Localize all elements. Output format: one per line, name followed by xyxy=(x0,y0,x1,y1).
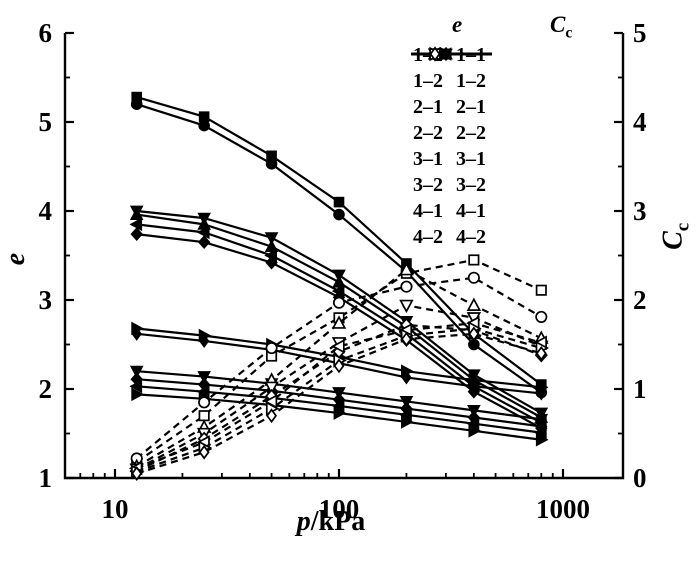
legend-cc-label-2-1: 2–1 xyxy=(456,96,486,118)
y-right-tick-2: 2 xyxy=(633,285,647,315)
axis-ticks xyxy=(65,31,623,480)
x-tick-10: 10 xyxy=(101,494,129,524)
legend-row-1-2: 1–2 1–2 xyxy=(410,47,492,94)
cc-curve-1-2 xyxy=(130,271,548,465)
x-tick-100: 100 xyxy=(318,494,360,524)
legend-row-2-1: 2–1 2–1 xyxy=(410,46,492,120)
y-right-tick-0: 0 xyxy=(633,463,647,493)
legend-e-label-3-1: 3–1 xyxy=(413,148,443,170)
y-left-tick-2: 2 xyxy=(38,374,53,404)
y-right-tick-5: 5 xyxy=(633,18,647,48)
y-right-tick-4: 4 xyxy=(633,107,647,137)
y-left-tick-3: 3 xyxy=(38,285,53,315)
legend-e-label-1-2: 1–2 xyxy=(413,70,443,92)
legend-row-4-2: 4–2 4–2 xyxy=(410,46,492,250)
legend-e-label-2-1: 2–1 xyxy=(413,96,443,118)
y-left-axis-title: e xyxy=(0,252,31,266)
y-left-tick-1: 1 xyxy=(38,463,53,493)
legend-e-label-4-1: 4–1 xyxy=(413,200,443,222)
legend-cc-label-4-1: 4–1 xyxy=(456,200,486,222)
legend-row-2-2: 2–2 2–2 xyxy=(410,48,492,146)
legend-cc-label-3-1: 3–1 xyxy=(456,148,486,170)
legend-rows: 1–1 1–1 1–2 1–2 2–1 2–1 2–2 2–2 3–1 3–1 3–2 3–2 4–1 4… xyxy=(410,42,492,250)
y-left-tick-5: 5 xyxy=(38,107,53,137)
legend-row-3-2: 3–2 3–2 xyxy=(410,46,492,198)
cc-curve-4-2 xyxy=(131,326,547,481)
legend-e-header: e xyxy=(452,12,463,37)
y-left-tick-6: 6 xyxy=(38,18,53,48)
legend-cc-sample-4-2 xyxy=(411,46,459,62)
y-left-tick-4: 4 xyxy=(38,196,53,226)
x-tick-1000: 1000 xyxy=(536,494,590,524)
y-right-axis-title: Cc xyxy=(657,222,694,250)
e-curve-2-2 xyxy=(129,205,549,421)
e-curve-overlap-2 xyxy=(130,372,548,434)
legend-e-label-3-2: 3–2 xyxy=(413,174,443,196)
y-right-tick-3: 3 xyxy=(633,196,647,226)
legend-cc-label-3-2: 3–2 xyxy=(456,174,486,196)
legend-row-3-1: 3–1 3–1 xyxy=(410,46,492,172)
legend-e-label-4-2: 4–2 xyxy=(413,226,443,248)
legend-row-4-1: 4–1 4–1 xyxy=(410,46,492,224)
legend-cc-label-2-2: 2–2 xyxy=(456,122,486,144)
legend-e-label-2-2: 2–2 xyxy=(413,122,443,144)
legend-cc-label-4-2: 4–2 xyxy=(456,226,486,248)
legend-cc-label-1-2: 1–2 xyxy=(456,70,486,92)
legend-cc-header: Cc xyxy=(550,12,573,42)
x-axis-title: p/kPa xyxy=(296,506,366,537)
y-right-tick-1: 1 xyxy=(633,374,647,404)
